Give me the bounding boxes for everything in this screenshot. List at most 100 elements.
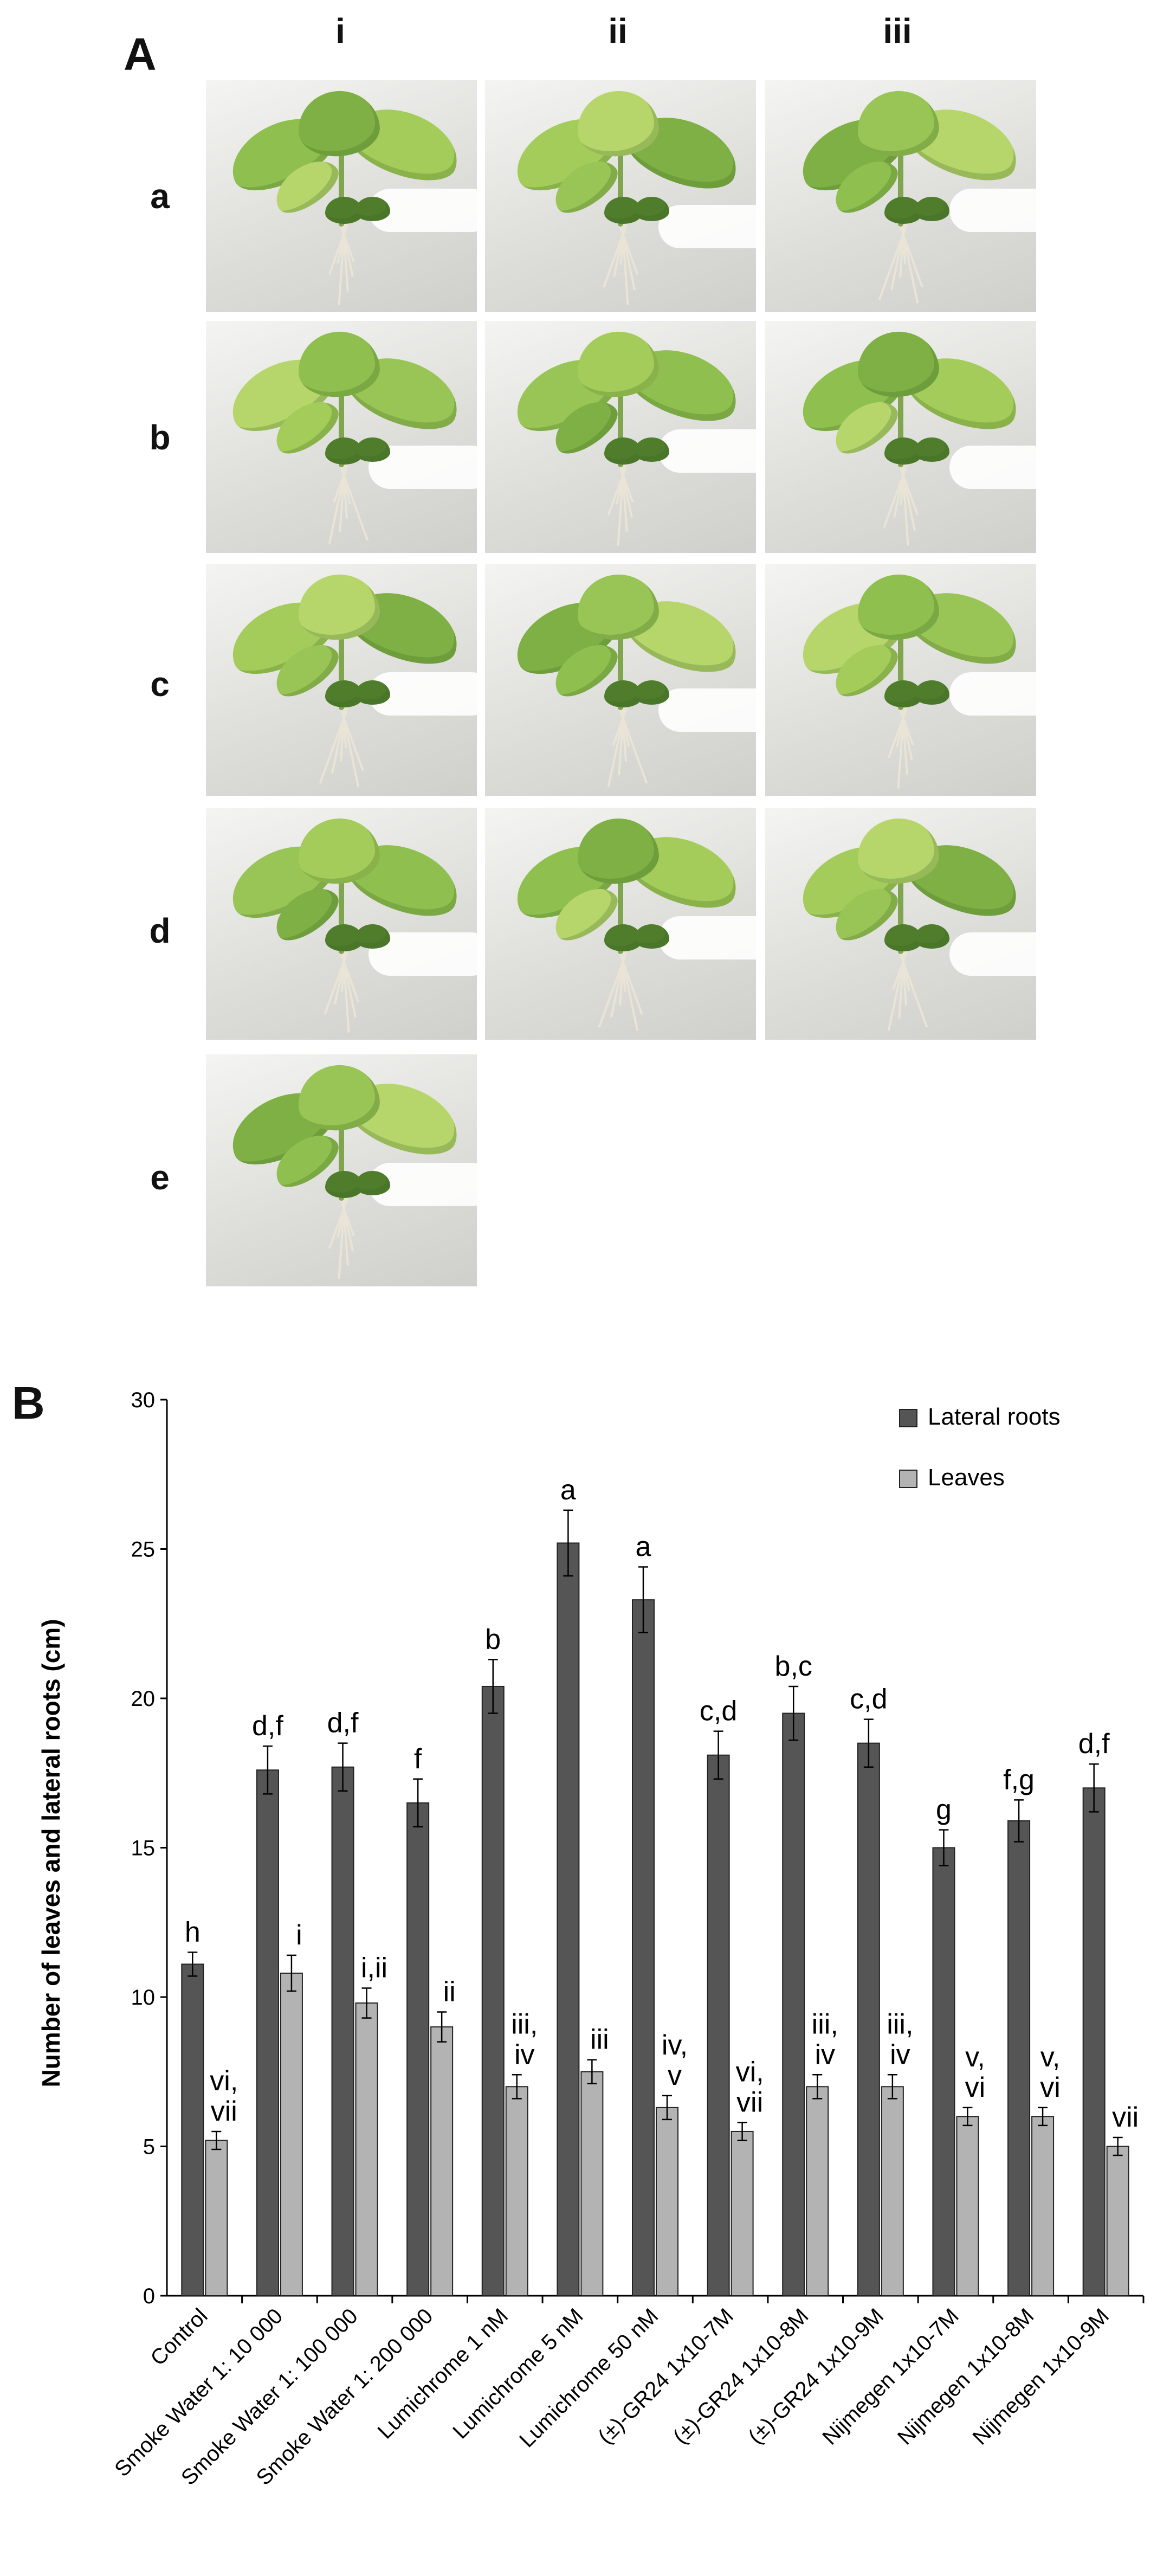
plant-leaf — [914, 924, 949, 949]
significance-label: iii — [590, 2024, 609, 2056]
plant-photo — [485, 80, 756, 312]
photo-glare — [658, 916, 756, 959]
significance-label-line: iii, — [812, 2008, 838, 2040]
bar-lateral-roots — [406, 1802, 430, 2296]
significance-label: c,d — [850, 1684, 887, 1715]
plant-leaf — [355, 680, 390, 705]
plant-stem — [898, 634, 903, 710]
significance-label-line: v — [668, 2060, 682, 2091]
x-category-label: Control — [146, 2304, 212, 2370]
plant-root — [878, 215, 911, 300]
significance-label-line: vi, — [210, 2065, 238, 2097]
x-category-label: Nijmegen 1x10-8M — [893, 2304, 1038, 2449]
bar-leaves — [731, 2130, 754, 2296]
significance-label: b — [485, 1624, 501, 1655]
significance-label: vi, vii — [210, 2065, 238, 2127]
bar-leaves — [881, 2086, 904, 2297]
row-label-a: a — [150, 177, 170, 216]
significance-label-line: iv — [514, 2039, 535, 2070]
significance-label-line: d,f — [252, 1710, 283, 1742]
plant-stem — [898, 151, 903, 227]
bar-leaves — [355, 2002, 378, 2296]
photo-glare — [658, 429, 756, 473]
photo-glare — [658, 688, 756, 732]
photo-glare — [949, 446, 1036, 489]
bar-lateral-roots — [331, 1766, 354, 2296]
plant-photo — [206, 808, 477, 1040]
plant-photo — [485, 564, 756, 796]
plant-stem — [618, 878, 623, 954]
significance-label: vii — [1112, 2102, 1139, 2133]
row-label-e: e — [150, 1158, 170, 1197]
y-tick-label: 15 — [131, 1837, 156, 1860]
plant-photo — [765, 80, 1036, 312]
significance-label-line: iii — [590, 2024, 609, 2056]
significance-label: vi, vii — [736, 2056, 764, 2118]
significance-label-line: i — [296, 1920, 302, 1951]
significance-label-line: c,d — [850, 1684, 887, 1715]
significance-label-line: d,f — [327, 1708, 359, 1739]
plant-stem — [618, 634, 623, 710]
column-label-ii: ii — [608, 11, 628, 50]
significance-label-line: a — [560, 1474, 576, 1506]
x-category-label: Nijmegen 1x10-9M — [968, 2304, 1114, 2449]
bar-leaves — [956, 2116, 979, 2297]
plant-stem — [339, 634, 344, 710]
photo-glare — [949, 932, 1036, 976]
significance-label: h — [185, 1916, 201, 1948]
row-label-c: c — [150, 665, 170, 704]
plant-photo — [765, 808, 1036, 1040]
bar-lateral-roots — [707, 1754, 730, 2296]
x-category-label: Lumichrome 50 nM — [515, 2304, 663, 2452]
y-tick-label: 25 — [131, 1538, 156, 1562]
significance-label: d,f — [252, 1710, 283, 1742]
x-category-label: (±)-GR24 1x10-9M — [744, 2304, 889, 2449]
significance-label: i,ii — [361, 1952, 387, 1983]
plant-leaf — [355, 437, 390, 462]
chart-svg: 0 5 10 15 20 25 30 Number of leaves and lateral… — [37, 1388, 1145, 2490]
plant-leaf — [355, 1171, 390, 1195]
legend-label: Lateral roots — [928, 1403, 1061, 1430]
significance-label-line: vi — [1040, 2072, 1061, 2103]
y-axis-label: Number of leaves and lateral roots (cm) — [37, 1619, 65, 2087]
significance-label-line: i,ii — [361, 1952, 387, 1983]
plant-leaf — [355, 197, 390, 221]
significance-label: v, vi — [1040, 2042, 1061, 2103]
panel-b-label: B — [12, 1377, 45, 1428]
plant-root — [319, 699, 352, 784]
legend-label: Leaves — [928, 1464, 1005, 1491]
y-tick-label: 20 — [131, 1687, 156, 1711]
significance-label: i — [296, 1920, 302, 1951]
plant-photo — [206, 1054, 477, 1286]
bar-chart: 0 5 10 15 20 25 30 Number of leaves and lateral… — [0, 1377, 1170, 2569]
plant-photo — [206, 321, 477, 553]
plant-leaf — [634, 437, 669, 462]
significance-label: iii, iv — [511, 2008, 538, 2070]
significance-label-line: c,d — [700, 1696, 737, 1727]
significance-label-line: v, — [965, 2042, 985, 2073]
significance-label: b,c — [775, 1651, 812, 1682]
plant-stem — [618, 391, 623, 467]
significance-label-line: vi, — [736, 2056, 764, 2088]
significance-label-line: vii — [736, 2086, 763, 2118]
plant-stem — [339, 391, 344, 467]
significance-label: a — [560, 1474, 576, 1506]
legend-swatch — [899, 1409, 917, 1427]
significance-label: f,g — [1003, 1764, 1035, 1795]
bar-leaves — [280, 1972, 303, 2297]
significance-label: f — [414, 1743, 422, 1775]
photo-glare — [949, 189, 1036, 232]
significance-label-line: v, — [1040, 2042, 1061, 2073]
photo-glare — [949, 672, 1036, 716]
significance-label-line: vi — [965, 2072, 986, 2103]
bar-lateral-roots — [557, 1542, 580, 2297]
y-tick-label: 30 — [131, 1388, 156, 1412]
photo-glare — [658, 205, 756, 248]
bar-leaves — [430, 2026, 454, 2296]
significance-label: ii — [443, 1976, 456, 2008]
bar-lateral-roots — [1007, 1820, 1031, 2296]
bar-leaves — [806, 2086, 829, 2297]
plant-leaf — [634, 197, 669, 221]
significance-label-line: vii — [211, 2096, 237, 2127]
significance-label: d,f — [1078, 1728, 1110, 1760]
